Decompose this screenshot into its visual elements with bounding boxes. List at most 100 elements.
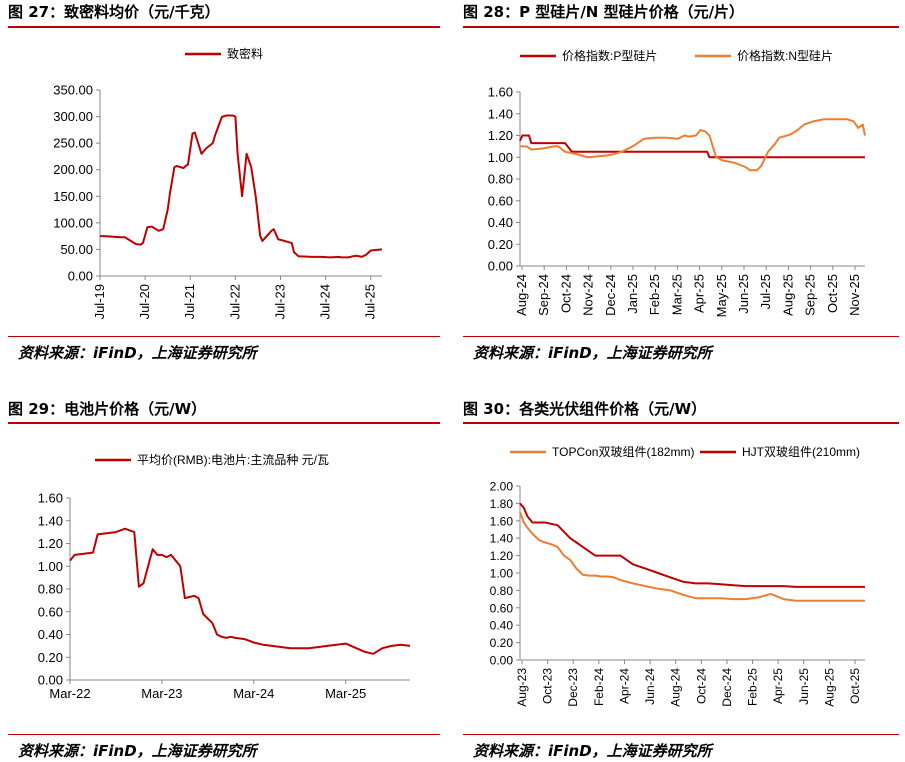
title-rule-27 [8, 26, 440, 28]
x-tick-label: Aug-24 [669, 668, 683, 707]
y-tick-label: 0.60 [490, 601, 514, 615]
source-note-30: 资料来源：iFinD，上海证券研究所 [473, 742, 712, 760]
x-tick-label: Nov-24 [581, 274, 596, 316]
x-tick-label: Nov-25 [847, 274, 862, 316]
x-tick-label: Jul-24 [318, 284, 333, 319]
x-tick-label: Jul-25 [363, 284, 378, 319]
y-tick-label: 0.40 [38, 627, 63, 642]
x-tick-label: Aug-25 [822, 668, 836, 707]
series-line [69, 527, 411, 655]
legend-label: 致密料 [227, 46, 263, 61]
x-tick-label: Oct-24 [558, 274, 573, 313]
source-note-28: 资料来源：iFinD，上海证券研究所 [473, 344, 712, 362]
y-tick-label: 0.60 [488, 193, 513, 208]
series-line [520, 118, 866, 172]
x-tick-label: Oct-25 [848, 668, 862, 704]
legend-label: 价格指数:P型硅片 [562, 48, 657, 63]
y-tick-label: 0.00 [38, 673, 63, 688]
x-tick-label: Dec-24 [720, 668, 734, 707]
y-tick-label: 1.00 [490, 567, 514, 581]
x-tick-label: Jul-19 [92, 284, 107, 319]
y-tick-label: 2.00 [490, 480, 514, 494]
series-line [519, 511, 865, 602]
x-tick-label: Oct-23 [541, 668, 555, 704]
y-tick-label: 0.80 [490, 584, 514, 598]
source-rule-28 [463, 336, 899, 337]
x-tick-label: Oct-25 [825, 274, 840, 313]
y-tick-label: 1.00 [38, 559, 63, 574]
y-tick-label: 1.80 [490, 497, 514, 511]
x-tick-label: Dec-23 [566, 668, 580, 707]
x-tick-label: Jul-25 [758, 274, 773, 309]
x-tick-label: Oct-24 [694, 668, 708, 704]
y-tick-label: 50.00 [60, 242, 93, 257]
y-tick-label: 100.00 [53, 215, 93, 230]
x-tick-label: Sep-24 [536, 274, 551, 316]
source-rule-30 [463, 734, 899, 735]
y-tick-label: 0.20 [490, 636, 514, 650]
y-tick-label: 1.60 [38, 491, 63, 506]
y-tick-label: 0.60 [38, 604, 63, 619]
line-chart-30: TOPCon双玻组件(182mm) HJT双玻组件(210mm) 0.00 0.20 0… [490, 445, 865, 707]
x-tick-label: Apr-25 [692, 274, 707, 313]
legend-label: 平均价(RMB):电池片:主流品种 元/瓦 [137, 453, 329, 467]
title-rule-28 [463, 26, 899, 28]
y-tick-label: 0.00 [488, 259, 513, 274]
x-tick-label: Aug-24 [514, 274, 529, 316]
x-tick-label: Jun-25 [797, 668, 811, 705]
series-line [519, 502, 865, 588]
y-tick-label: 350.00 [53, 83, 93, 98]
x-tick-label: Jul-20 [137, 284, 152, 319]
line-chart-28: 价格指数:P型硅片 价格指数:N型硅片 0.00 0.20 0.40 0.60 0.80 1.… [488, 48, 866, 317]
source-rule-27 [8, 336, 440, 337]
source-rule-29 [8, 734, 440, 735]
line-chart-27: 致密料 0.00 50.00 100.00 150.00 200.00 250.00 300.… [53, 46, 383, 319]
chart-title-30: 图 30：各类光伏组件价格（元/W） [463, 400, 707, 418]
chart-title-29: 图 29：电池片价格（元/W） [8, 400, 207, 418]
y-tick-label: 0.80 [38, 582, 63, 597]
legend-label: HJT双玻组件(210mm) [742, 445, 860, 459]
y-tick-label: 250.00 [53, 136, 93, 151]
line-chart-29: 平均价(RMB):电池片:主流品种 元/瓦 0.00 0.20 0.40 0.60 0.8… [38, 453, 411, 701]
y-tick-label: 0.00 [490, 654, 514, 668]
x-tick-label: Jun-25 [736, 274, 751, 314]
y-tick-label: 1.40 [38, 513, 63, 528]
x-tick-label: Jul-22 [227, 284, 242, 319]
x-tick-label: Apr-24 [617, 668, 631, 704]
x-tick-label: Jul-23 [272, 284, 287, 319]
x-tick-label: Feb-25 [746, 668, 760, 706]
y-tick-label: 1.20 [490, 549, 514, 563]
y-tick-label: 300.00 [53, 109, 93, 124]
x-tick-label: Jul-21 [182, 284, 197, 319]
x-tick-label: Apr-25 [771, 668, 785, 704]
legend-label: 价格指数:N型硅片 [737, 48, 833, 63]
x-tick-label: Dec-24 [603, 274, 618, 316]
y-tick-label: 0.40 [490, 619, 514, 633]
y-tick-label: 0.20 [488, 237, 513, 252]
legend-label: TOPCon双玻组件(182mm) [552, 445, 694, 459]
y-tick-label: 1.40 [490, 532, 514, 546]
chart-title-28: 图 28：P 型硅片/N 型硅片价格（元/片） [463, 3, 745, 21]
x-tick-label: Mar-23 [141, 686, 182, 701]
x-tick-label: Mar-25 [669, 274, 684, 315]
y-tick-label: 0.40 [488, 215, 513, 230]
chart-title-27: 图 27：致密料均价（元/千克） [8, 3, 220, 21]
x-tick-label: Feb-25 [647, 274, 662, 315]
x-tick-label: Feb-24 [592, 668, 606, 706]
y-tick-label: 1.60 [488, 85, 513, 100]
y-tick-label: 1.20 [488, 128, 513, 143]
title-rule-29 [8, 422, 440, 424]
title-rule-30 [463, 422, 899, 424]
y-tick-label: 200.00 [53, 162, 93, 177]
x-tick-label: May-25 [714, 274, 729, 317]
x-tick-label: Mar-25 [325, 686, 366, 701]
source-note-27: 资料来源：iFinD，上海证券研究所 [18, 344, 257, 362]
x-tick-label: Jun-24 [643, 668, 657, 705]
source-note-29: 资料来源：iFinD，上海证券研究所 [18, 742, 257, 760]
y-tick-label: 0.20 [38, 650, 63, 665]
y-tick-label: 1.20 [38, 536, 63, 551]
x-tick-label: Aug-23 [515, 668, 529, 707]
y-tick-label: 1.40 [488, 106, 513, 121]
x-tick-label: Jan-25 [625, 274, 640, 314]
y-tick-label: 1.00 [488, 150, 513, 165]
